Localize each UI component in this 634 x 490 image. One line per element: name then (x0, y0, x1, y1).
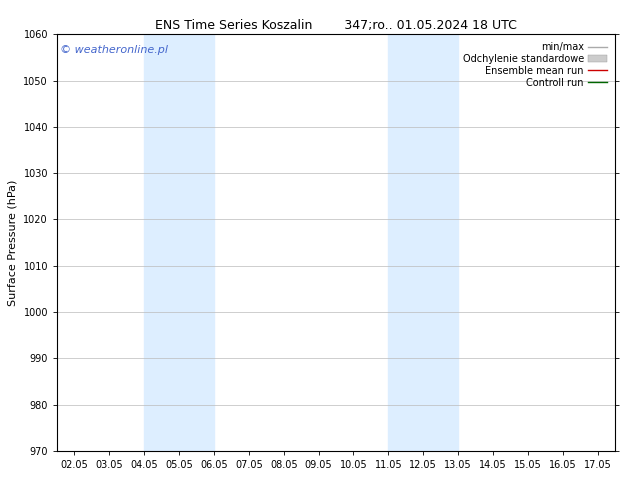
Legend: min/max, Odchylenie standardowe, Ensemble mean run, Controll run: min/max, Odchylenie standardowe, Ensembl… (460, 39, 610, 91)
Bar (145, 34, 214, 451)
Text: © weatheronline.pl: © weatheronline.pl (60, 45, 168, 55)
Bar (388, 34, 458, 451)
Y-axis label: Surface Pressure (hPa): Surface Pressure (hPa) (8, 179, 18, 306)
Title: ENS Time Series Koszalin        347;ro.. 01.05.2024 18 UTC: ENS Time Series Koszalin 347;ro.. 01.05.… (155, 19, 517, 32)
